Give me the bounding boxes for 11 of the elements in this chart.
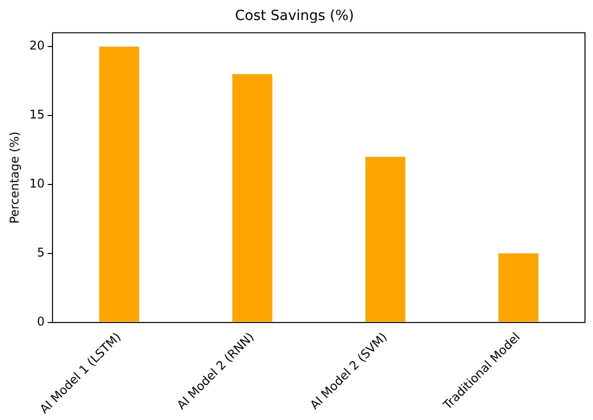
chart-title: Cost Savings (%) <box>235 8 354 24</box>
y-tick-label: 15 <box>29 108 45 122</box>
y-tick-label: 20 <box>29 38 45 53</box>
y-axis-title: Percentage (%) <box>7 132 22 224</box>
bar <box>232 74 272 322</box>
bar <box>498 253 538 322</box>
bar <box>365 156 406 322</box>
y-tick-label: 10 <box>29 176 45 191</box>
y-tick-label: 0 <box>37 314 45 328</box>
y-tick-label: 5 <box>37 246 45 260</box>
bar <box>99 46 140 322</box>
